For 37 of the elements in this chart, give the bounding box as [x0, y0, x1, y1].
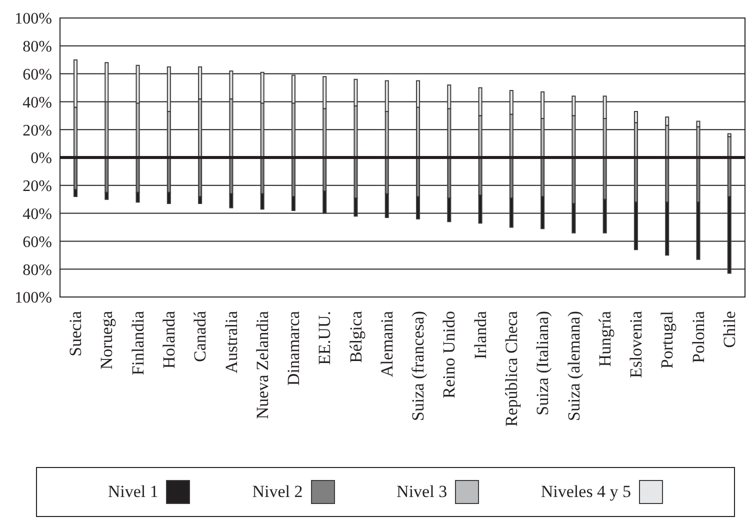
legend-label: Nivel 2 [252, 482, 303, 502]
x-tick-label: Suiza (francesa) [408, 311, 428, 421]
y-tick-label: 100% [14, 290, 52, 307]
x-tick-label: Hungría [595, 310, 614, 367]
x-tick-label: Polonia [688, 310, 708, 363]
y-tick-label: 20% [22, 178, 52, 196]
x-tick-label: Chile [720, 311, 739, 348]
x-tick-label: EE.UU. [315, 311, 334, 365]
y-tick-label: 80% [22, 38, 52, 56]
x-tick-label: Irlanda [470, 310, 490, 360]
x-tick-label: Portugal [658, 310, 677, 369]
x-tick-label: Canadá [190, 310, 210, 362]
y-tick-label: 0% [30, 150, 52, 168]
legend-label: Nivel 3 [396, 482, 448, 502]
legend-label: Nivel 1 [108, 482, 158, 502]
x-tick-label: Reino Unido [440, 311, 459, 398]
y-tick-label: 80% [22, 262, 52, 279]
y-tick-label: 40% [22, 94, 52, 112]
x-tick-label: Alemania [377, 310, 396, 378]
x-tick-label: Suecia [66, 310, 86, 356]
y-tick-label: 60% [22, 66, 52, 84]
x-tick-label: Eslovenia [626, 310, 646, 378]
x-tick-label: Noruega [97, 310, 116, 370]
x-tick-label: Bélgica [346, 310, 366, 363]
x-tick-label: Dinamarca [284, 310, 304, 386]
x-tick-label: Suiza (alemana) [564, 311, 584, 421]
y-tick-label: 20% [22, 122, 52, 140]
legend-label: Niveles 4 y 5 [540, 482, 632, 502]
x-tick-label: Finlandia [128, 310, 148, 376]
y-tick-label: 100% [14, 10, 52, 28]
x-tick-label: Holanda [159, 310, 178, 369]
y-tick-label: 40% [22, 206, 52, 223]
x-tick-label: Nueva Zelandia [252, 310, 272, 420]
y-tick-label: 60% [22, 234, 52, 251]
x-tick-label: Australia [222, 310, 241, 374]
x-tick-label: Suiza (Italiana) [533, 311, 552, 416]
x-tick-label: República Checa [502, 310, 521, 427]
